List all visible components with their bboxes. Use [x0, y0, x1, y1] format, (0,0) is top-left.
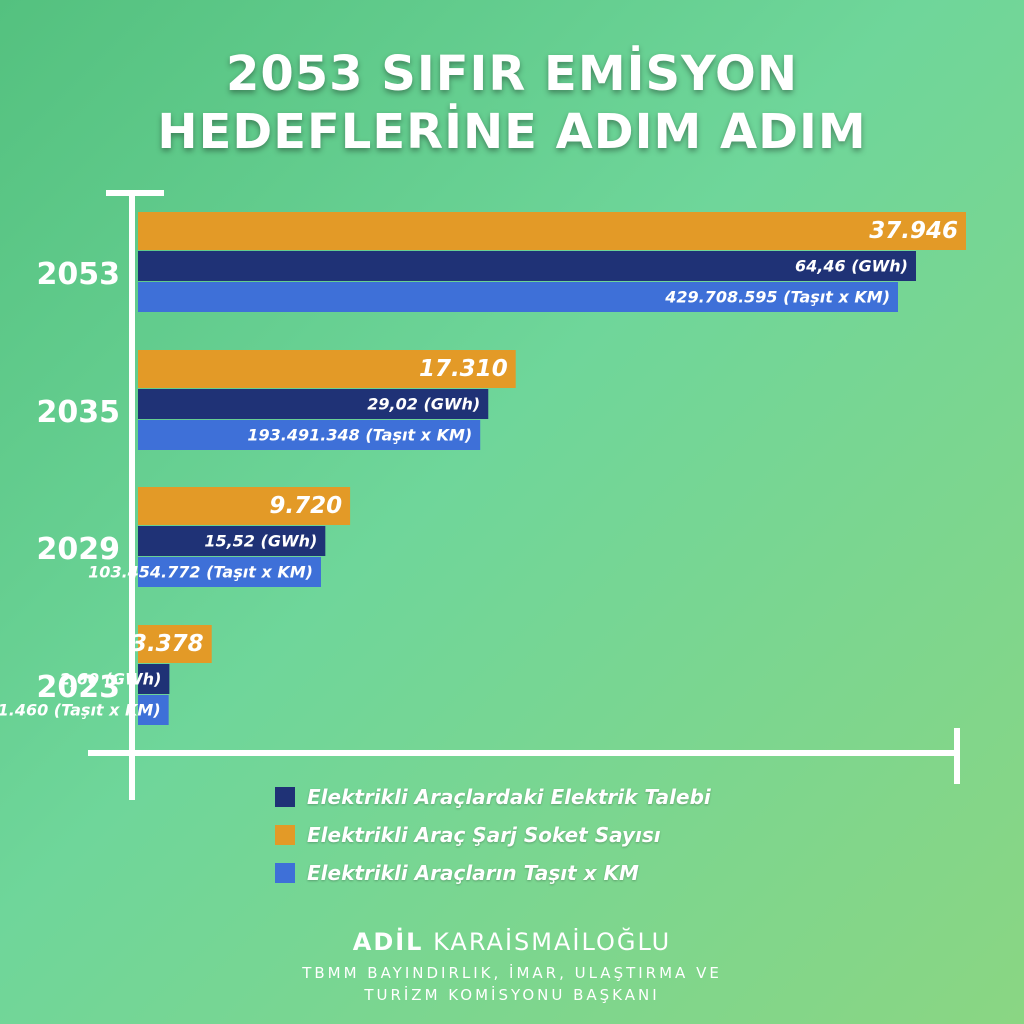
- data-label: 64,46 (GWh): [795, 257, 908, 276]
- legend-label: Elektrikli Araçlardaki Elektrik Talebi: [307, 785, 711, 809]
- data-label: 17.341.460 (Taşıt x KM): [0, 701, 161, 720]
- author-name: ADİL KARAİSMAİLOĞLU: [0, 928, 1024, 956]
- legend-item: Elektrikli Araçların Taşıt x KM: [275, 854, 711, 892]
- y-tick-label: 2029: [37, 532, 121, 567]
- chart-legend: Elektrikli Araçlardaki Elektrik Talebi El…: [275, 778, 711, 892]
- bar: [138, 695, 169, 725]
- data-label: 3.378: [131, 631, 204, 657]
- data-label: 9.720: [269, 493, 342, 519]
- legend-label: Elektrikli Araçların Taşıt x KM: [307, 861, 639, 885]
- chart-title-line1: 2053 SIFIR EMİSYON: [225, 46, 799, 102]
- author-last-name: KARAİSMAİLOĞLU: [433, 928, 672, 956]
- legend-swatch: [275, 863, 295, 883]
- data-label: 15,52 (GWh): [204, 532, 317, 551]
- y-tick-label: 2023: [37, 670, 121, 705]
- data-label: 193.491.348 (Taşıt x KM): [247, 426, 472, 445]
- bar: [138, 664, 170, 694]
- y-tick-label: 2053: [37, 257, 121, 292]
- data-label: 29,02 (GWh): [367, 395, 480, 414]
- author-role-line1: TBMM BAYINDIRLIK, İMAR, ULAŞTIRMA VE: [302, 964, 722, 982]
- bar: [138, 350, 516, 388]
- bar: [138, 557, 321, 587]
- author-role-line2: TURİZM KOMİSYONU BAŞKANI: [364, 986, 660, 1004]
- bar: [138, 487, 351, 525]
- bar: [138, 251, 916, 281]
- chart-title-line2: HEDEFLERİNE ADIM ADIM: [157, 104, 867, 160]
- data-label: 2,60 (GWh): [60, 670, 162, 689]
- bar: [138, 420, 481, 450]
- legend-swatch: [275, 787, 295, 807]
- bar: [138, 389, 489, 419]
- data-label: 17.310: [419, 356, 508, 382]
- data-label: 37.946: [869, 218, 958, 244]
- data-label: 429.708.595 (Taşıt x KM): [664, 288, 890, 307]
- legend-swatch: [275, 825, 295, 845]
- author-first-name: ADİL: [352, 928, 424, 956]
- legend-item: Elektrikli Araç Şarj Soket Sayısı: [275, 816, 711, 854]
- data-label: 103.454.772 (Taşıt x KM): [88, 563, 313, 582]
- legend-label: Elektrikli Araç Şarj Soket Sayısı: [307, 823, 661, 847]
- bar: [138, 625, 212, 663]
- bar: [138, 212, 966, 250]
- legend-item: Elektrikli Araçlardaki Elektrik Talebi: [275, 778, 711, 816]
- bar: [138, 526, 326, 556]
- bar: [138, 282, 898, 312]
- y-tick-label: 2035: [37, 395, 121, 430]
